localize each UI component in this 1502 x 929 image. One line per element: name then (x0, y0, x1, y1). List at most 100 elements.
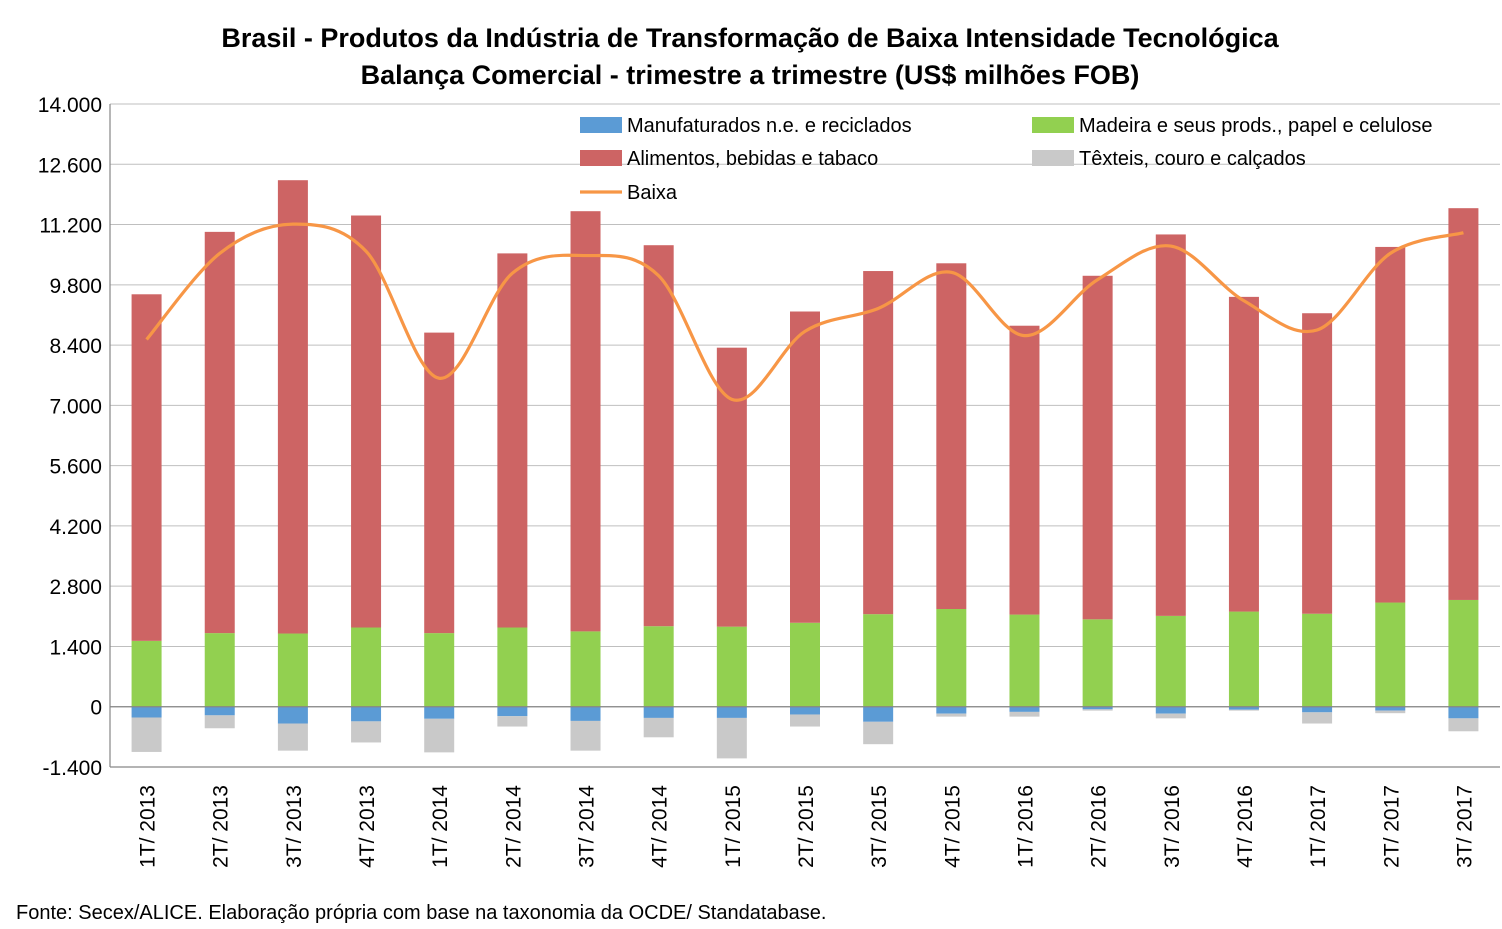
legend-swatch (1032, 117, 1074, 133)
bar-segment (1448, 208, 1479, 600)
legend-swatch (580, 150, 622, 166)
bar-segment (204, 706, 235, 716)
bar-segment (204, 633, 235, 707)
y-tick-label: -1.400 (42, 757, 102, 780)
bar-segment (277, 633, 308, 707)
legend-swatch (1032, 150, 1074, 166)
bar-segment (643, 245, 674, 627)
bar-segment (570, 706, 601, 721)
bar-segment (131, 717, 162, 752)
bar-segment (1375, 246, 1406, 603)
bar-segment (1082, 275, 1113, 620)
x-tick-label: 2T/ 2014 (502, 785, 525, 868)
x-tick-label: 4T/ 2016 (1234, 785, 1257, 868)
bar-segment (1228, 709, 1259, 711)
legend-label: Têxteis, couro e calçados (1079, 148, 1306, 170)
chart-title-line1: Brasil - Produtos da Indústria de Transf… (221, 23, 1279, 53)
bar-segment (570, 720, 601, 751)
x-tick-label: 3T/ 2016 (1161, 785, 1184, 868)
x-tick-label: 1T/ 2016 (1014, 785, 1037, 868)
bar-segment (204, 231, 235, 634)
x-tick-label: 3T/ 2017 (1453, 785, 1476, 868)
bar-segment (716, 626, 747, 707)
baixa-line (145, 222, 1464, 402)
bar-segment (570, 631, 601, 707)
bar-segment (1155, 706, 1186, 714)
bar-segment (936, 713, 967, 717)
bars (131, 180, 1479, 759)
x-tick-label: 3T/ 2013 (283, 785, 306, 868)
x-tick-label: 1T/ 2015 (722, 785, 745, 868)
bar-segment (716, 706, 747, 718)
y-tick-label: 11.200 (39, 215, 102, 238)
y-tick-label: 2.800 (49, 576, 102, 599)
legend-label: Manufaturados n.e. e reciclados (627, 115, 912, 137)
bar-segment (1082, 709, 1113, 711)
bar-segment (1448, 718, 1479, 732)
bar-segment (936, 706, 967, 714)
bar-segment (351, 721, 382, 743)
bar-segment (863, 721, 894, 745)
x-tick-label: 4T/ 2015 (941, 785, 964, 868)
bar-segment (424, 633, 455, 707)
bar-segment (1228, 296, 1259, 612)
bar-segment (1155, 615, 1186, 707)
bar-segment (1302, 706, 1333, 713)
y-tick-label: 0 (90, 697, 102, 720)
legend-swatch (580, 117, 622, 133)
x-tick-label: 4T/ 2014 (649, 785, 672, 868)
bar-segment (716, 347, 747, 627)
bar-segment (351, 627, 382, 707)
bar-segment (497, 627, 528, 707)
bar-segment (643, 626, 674, 707)
x-tick-label: 2T/ 2013 (210, 785, 233, 868)
y-tick-label: 12.600 (38, 154, 102, 177)
bar-segment (790, 706, 820, 715)
bar-segment (1009, 325, 1040, 615)
bar-segment (351, 215, 382, 628)
bar-segment (497, 706, 528, 717)
bar-segment (1009, 711, 1040, 717)
bar-segment (790, 311, 820, 623)
bar-segment (936, 263, 967, 609)
chart-title-line2: Balança Comercial - trimestre a trimestr… (361, 60, 1140, 90)
bar-segment (863, 706, 894, 722)
source-note: Fonte: Secex/ALICE. Elaboração própria c… (16, 902, 827, 924)
x-tick-label: 1T/ 2013 (137, 785, 160, 868)
bar-segment (497, 716, 528, 727)
bar-segment (1082, 619, 1113, 707)
x-tick-label: 3T/ 2015 (868, 785, 891, 868)
bar-segment (424, 332, 455, 634)
bar-segment (1375, 710, 1406, 714)
axes (109, 104, 1500, 768)
bar-segment (1375, 602, 1406, 707)
legend-label: Baixa (627, 182, 678, 204)
bar-segment (1228, 706, 1259, 710)
bar-segment (131, 640, 162, 707)
x-axis-ticks: 1T/ 2013 2T/ 2013 3T/ 2013 4T/ 2013 1T/ 2014… (137, 785, 1477, 868)
y-tick-label: 8.400 (49, 335, 102, 358)
x-tick-label: 1T/ 2014 (429, 785, 452, 868)
bar-segment (1155, 234, 1186, 616)
bar-segment (277, 180, 308, 634)
bar-segment (863, 614, 894, 707)
bar-segment (131, 706, 162, 718)
y-axis-ticks: -1.400 0 1.400 2.800 4.200 5.600 7.000 8.400 9.8… (38, 94, 102, 780)
bar-segment (1302, 613, 1333, 707)
bar-segment (497, 253, 528, 628)
bar-segment (570, 211, 601, 632)
bar-segment (351, 706, 382, 722)
bar-segment (277, 723, 308, 751)
bar-segment (1375, 706, 1406, 711)
bar-segment (716, 717, 747, 759)
bar-segment (1302, 712, 1333, 724)
bar-segment (643, 706, 674, 718)
legend-label: Madeira e seus prods., papel e celulose (1079, 115, 1433, 137)
bar-segment (1009, 706, 1040, 712)
y-tick-label: 4.200 (49, 516, 102, 539)
x-tick-label: 2T/ 2016 (1088, 785, 1111, 868)
bar-segment (424, 706, 455, 719)
legend-label: Alimentos, bebidas e tabaco (627, 148, 878, 170)
bar-segment (1448, 706, 1479, 719)
